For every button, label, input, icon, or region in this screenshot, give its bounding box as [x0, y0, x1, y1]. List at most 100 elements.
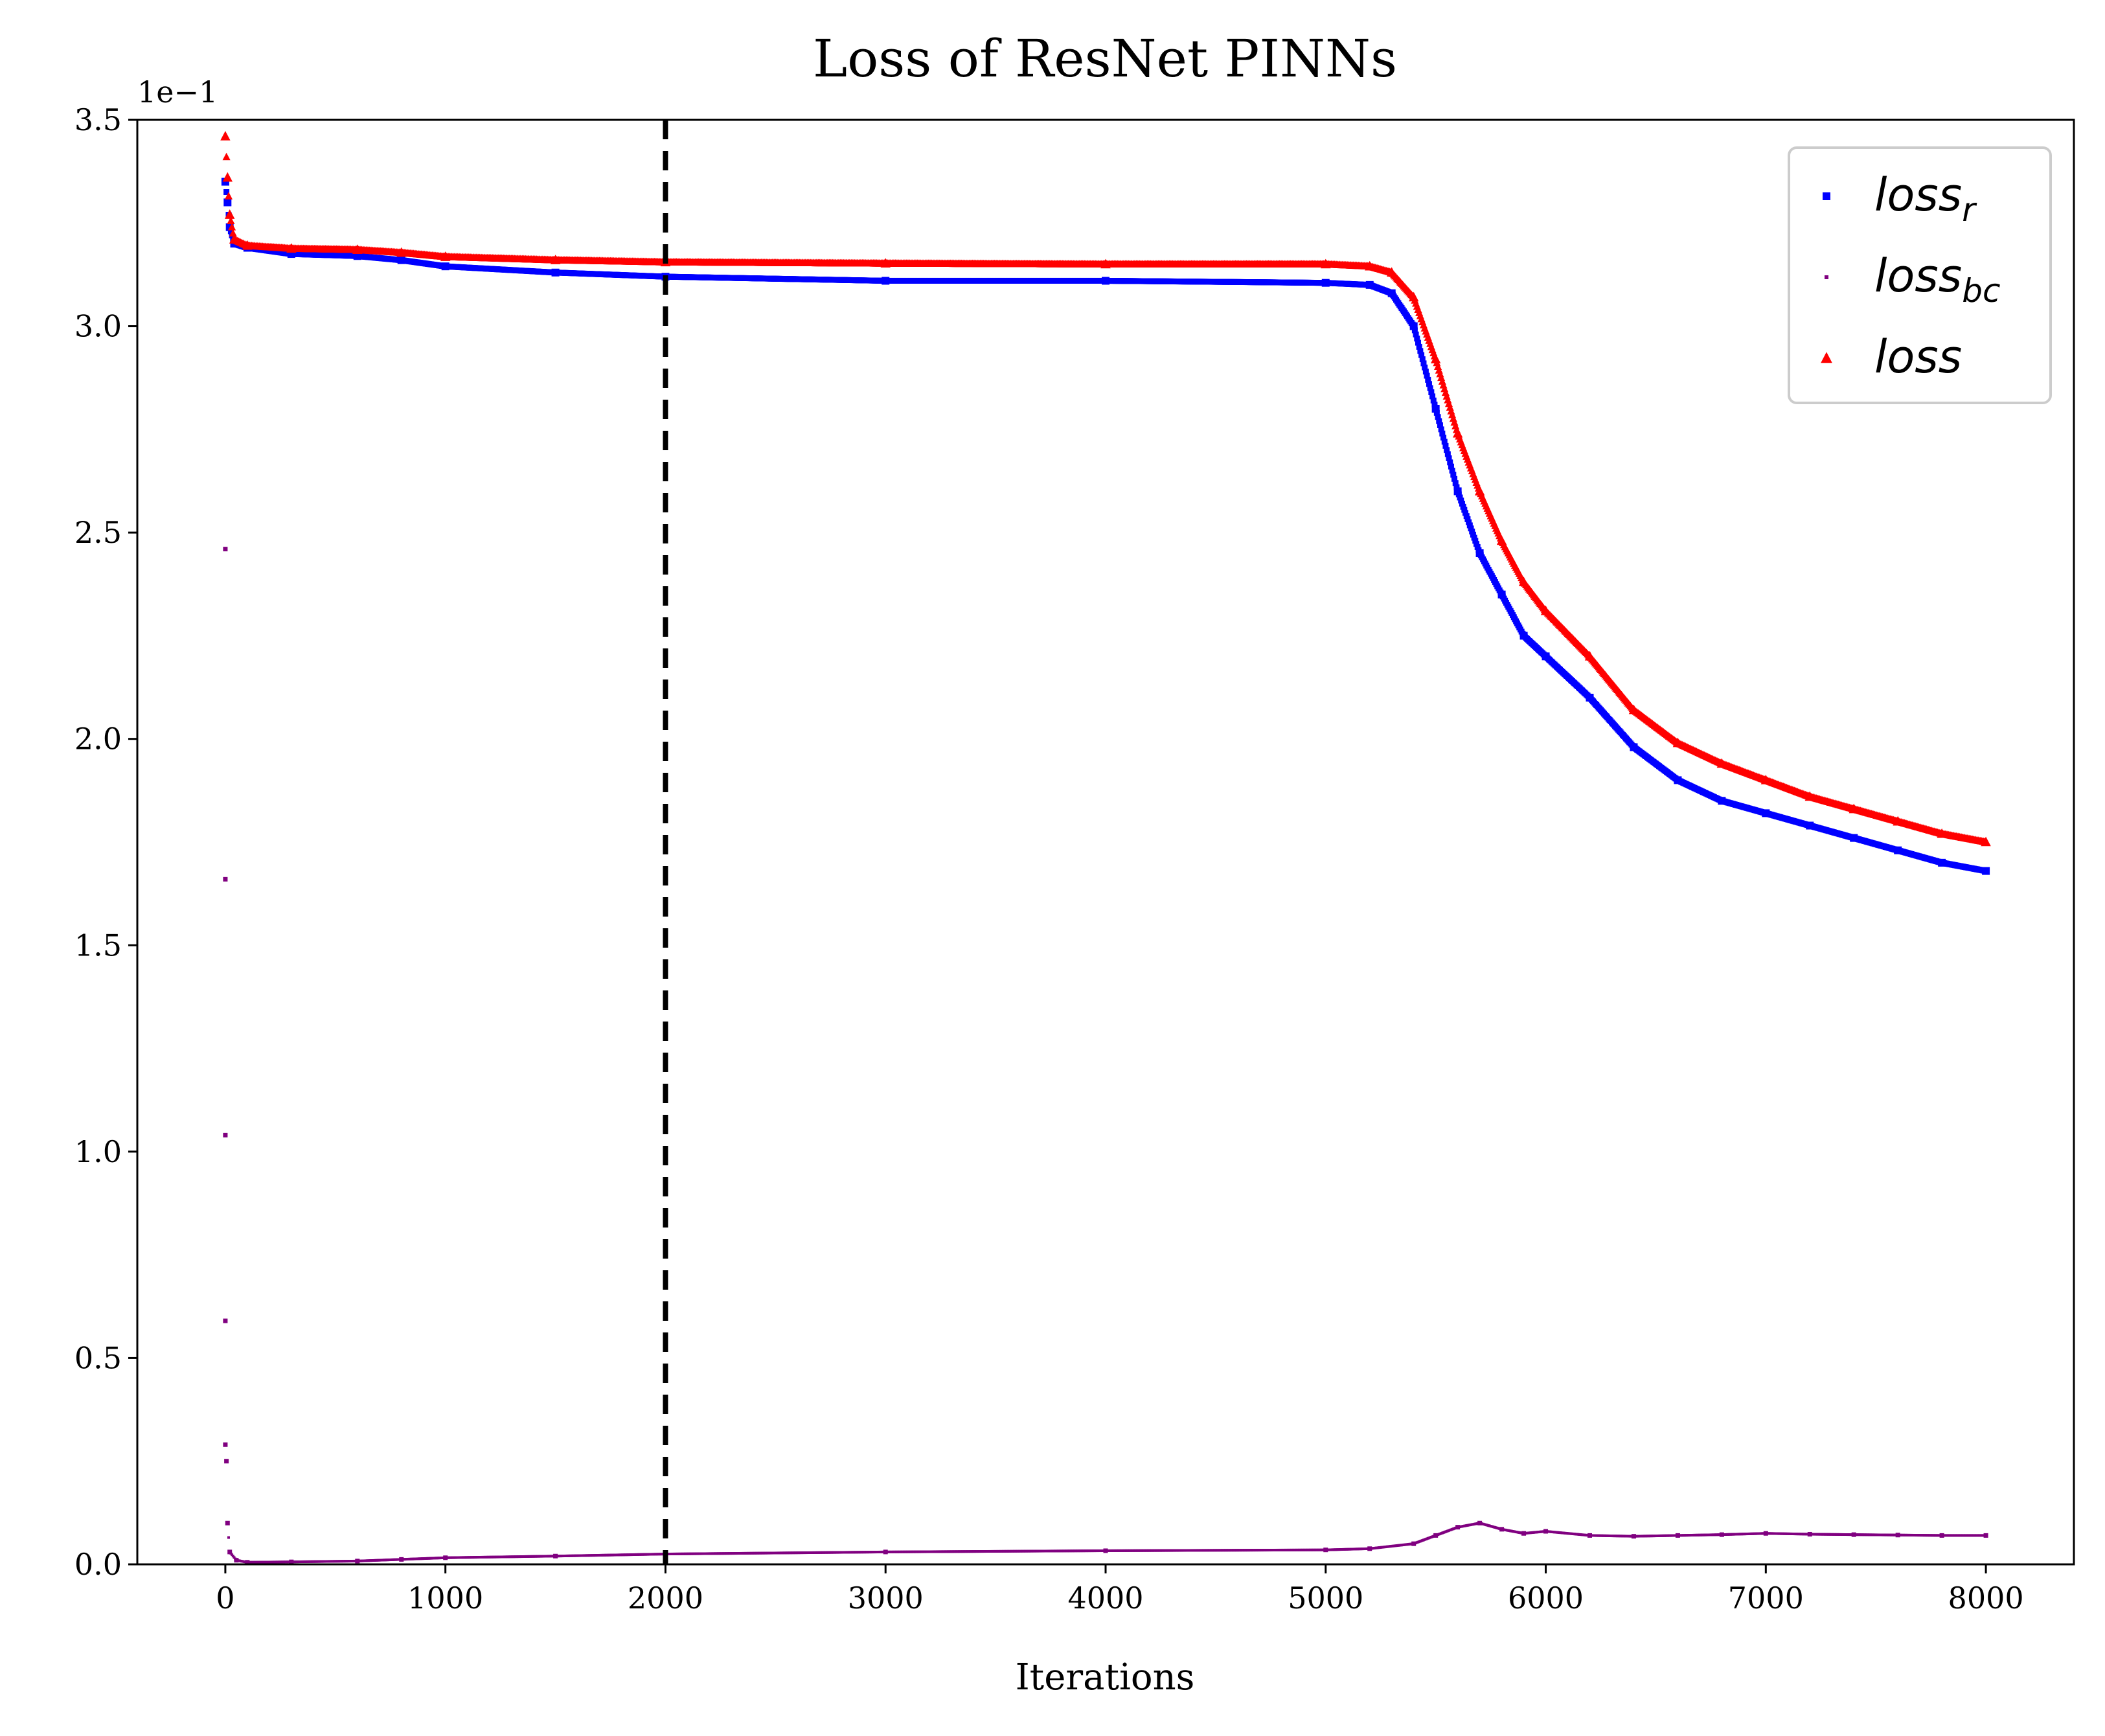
data-point [1584, 650, 1595, 661]
data-point [223, 547, 228, 552]
data-point [1387, 289, 1396, 297]
data-point [225, 1520, 230, 1525]
x-axis: 0 1000 2000 3000 4000 5000 6000 7000 8000 [216, 1564, 2024, 1616]
x-tick-label: 7000 [1728, 1581, 1804, 1616]
curve-marker [224, 192, 233, 200]
curve-marker [1415, 339, 1421, 346]
curve-marker [1416, 343, 1422, 350]
curve-marker [1449, 468, 1455, 474]
curve-marker [1439, 430, 1446, 437]
curve-marker [1446, 455, 1452, 461]
curve-marker [233, 1556, 236, 1559]
y-tick-label: 3.0 [74, 309, 122, 344]
x-tick-label: 0 [216, 1581, 234, 1616]
curve-marker [1442, 442, 1449, 449]
curve-marker [229, 229, 237, 237]
legend-marker [1825, 275, 1828, 279]
series-loss-bc [223, 547, 1988, 1564]
curve-marker [1466, 522, 1473, 529]
data-point [1851, 1532, 1856, 1537]
curve-marker [1422, 364, 1428, 371]
curve-marker [1460, 503, 1466, 510]
x-tick-label: 3000 [848, 1581, 924, 1616]
data-point [1431, 405, 1440, 413]
y-tick-label: 0.5 [74, 1340, 122, 1375]
y-axis: 0.00.51.01.52.02.53.03.5 [74, 102, 137, 1582]
data-point [1365, 280, 1374, 289]
curve-marker [1470, 531, 1476, 538]
data-point [1408, 291, 1419, 302]
curve-marker [1464, 516, 1471, 522]
x-axis-label: Iterations [1016, 1656, 1195, 1698]
curve-marker [1450, 472, 1457, 478]
curve-marker [1418, 352, 1425, 358]
data-point [1453, 487, 1462, 496]
curve-marker [1444, 451, 1451, 457]
data-point [1760, 775, 1771, 784]
data-point [1411, 1541, 1417, 1546]
curve-marker [1441, 439, 1448, 445]
curve-marker [223, 189, 230, 195]
curve-marker [1474, 543, 1481, 550]
data-point [1452, 428, 1463, 438]
data-point [1804, 791, 1815, 801]
data-point [242, 240, 253, 250]
legend-label: lossr [1874, 168, 1977, 229]
x-tick-label: 5000 [1288, 1581, 1363, 1616]
data-point [1938, 858, 1946, 867]
data-point [223, 1442, 228, 1447]
data-point [1630, 743, 1638, 751]
data-point [1474, 486, 1485, 496]
curve-marker [1429, 393, 1436, 400]
data-point [1806, 821, 1814, 830]
curve-marker [1428, 389, 1435, 396]
curve-marker [1468, 525, 1474, 532]
data-point [1521, 1531, 1527, 1536]
data-point [1103, 1548, 1108, 1553]
data-point [352, 244, 363, 254]
y-tick-label: 1.0 [74, 1134, 122, 1169]
curve-marker [1436, 418, 1442, 424]
curve-marker [1463, 513, 1470, 520]
curve-marker [1430, 397, 1437, 404]
data-point [553, 1553, 558, 1559]
data-point [1100, 258, 1111, 269]
data-point [1409, 322, 1418, 330]
data-point [222, 172, 233, 182]
y-tick-label: 2.0 [74, 722, 122, 757]
data-point [550, 255, 561, 264]
data-point [1321, 279, 1330, 287]
data-point [1716, 758, 1727, 768]
data-point [441, 262, 449, 271]
legend-marker [1821, 352, 1832, 363]
curve-marker [1474, 541, 1480, 547]
data-point [1982, 867, 1990, 875]
curve-marker [1469, 529, 1475, 535]
plot-area [220, 120, 1991, 1564]
data-point [223, 198, 232, 207]
legend-item: lossbc [1825, 249, 2000, 310]
curve-marker [1459, 501, 1465, 507]
data-point [1430, 354, 1441, 363]
data-point [399, 1557, 404, 1562]
curve-marker [1414, 336, 1420, 342]
curve-marker [1419, 356, 1426, 363]
curve-marker [1447, 459, 1453, 466]
data-point [1387, 267, 1397, 277]
data-point [1367, 1546, 1372, 1551]
curve-marker [1420, 360, 1427, 367]
curve-marker [228, 223, 236, 231]
curve-marker [1424, 372, 1430, 379]
data-point [1433, 1533, 1439, 1538]
x-tick-label: 8000 [1948, 1581, 2024, 1616]
data-point [882, 277, 890, 285]
series-curve [221, 131, 1990, 845]
curve-marker [1437, 422, 1443, 428]
curve-marker [231, 1553, 234, 1557]
y-tick-label: 3.5 [74, 102, 122, 137]
legend-label: loss [1874, 330, 1962, 383]
curve-marker [1452, 480, 1459, 486]
legend-label: lossbc [1874, 249, 2000, 310]
legend-box [1788, 146, 2052, 404]
